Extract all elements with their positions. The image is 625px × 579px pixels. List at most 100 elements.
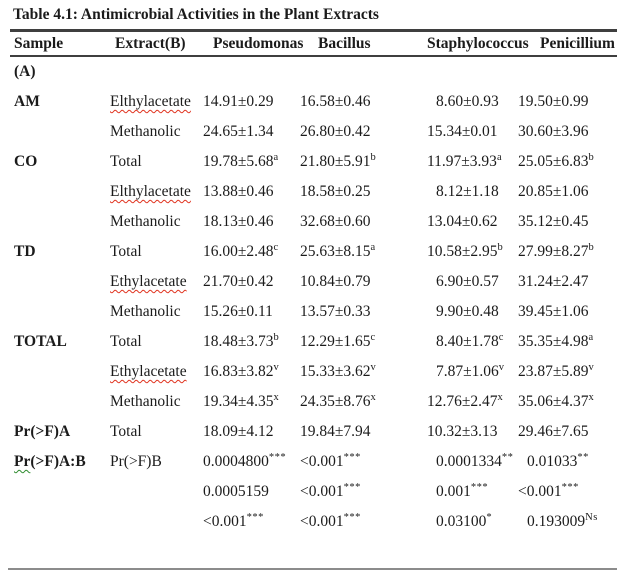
value: 26.80±0.42 <box>300 123 371 140</box>
value: 15.33±3.62 <box>300 363 371 380</box>
value: 0.0001334 <box>436 453 502 470</box>
extract-label: Total <box>110 153 142 170</box>
cell-penicillium: 0.01033** <box>516 452 617 471</box>
cell-extract: Methanolic <box>106 393 199 411</box>
cell-staphylococcus: 10.58±2.95b <box>421 242 516 261</box>
table-row: Methanolic 19.34±4.35 x 24.35±8.76x 12.76… <box>10 387 617 417</box>
superscript: v <box>273 362 280 373</box>
cell-staphylococcus: 10.32±3.13 <box>421 423 516 441</box>
table-row: Methanolic 18.13±0.46 32.68±0.60 13.04±0… <box>10 207 617 237</box>
sample-label: (>F)A:B <box>30 453 86 470</box>
cell-bacillus: 15.33±3.62v <box>296 362 421 381</box>
cell-staphylococcus: 7.87±1.06v <box>421 362 516 381</box>
table-row: Ethylacetate 16.83±3.82v 15.33±3.62v 7.8… <box>10 357 617 387</box>
value: 0.001 <box>436 483 471 500</box>
table-row: 0.0005159 <0.001*** 0.001*** <0.001*** <box>10 477 617 507</box>
value: 21.80±5.91 <box>300 153 371 170</box>
value: 0.193009 <box>527 513 586 530</box>
table-row: Methanolic 24.65±1.34 26.80±0.42 15.34±0… <box>10 117 617 147</box>
column-header-sample: Sample <box>14 34 64 52</box>
value: 15.34±0.01 <box>427 123 498 140</box>
superscript: a <box>496 152 503 163</box>
value: 19.34±4.35 <box>203 393 274 410</box>
value: 29.46±7.65 <box>518 423 589 440</box>
cell-extract: Total <box>106 423 199 441</box>
value: 27.99±8.27 <box>518 243 589 260</box>
value: 18.09±4.12 <box>203 423 274 440</box>
cell-pseudomonas: 16.00±2.48c <box>199 242 296 261</box>
column-header-bacillus: Bacillus <box>318 34 371 52</box>
value: 35.06±4.37 <box>518 393 589 410</box>
cell-penicillium: <0.001*** <box>516 482 617 501</box>
value: 18.48±3.73 <box>203 333 274 350</box>
cell-bacillus: 10.84±0.79 <box>296 273 421 291</box>
value: <0.001 <box>300 483 344 500</box>
superscript: * <box>486 512 493 523</box>
cell-bacillus: 21.80±5.91b <box>296 152 421 171</box>
value: 35.12±0.45 <box>518 213 589 230</box>
extract-label: Methanolic <box>110 303 181 320</box>
extract-label: Total <box>110 333 142 350</box>
sample-label: TOTAL <box>14 333 67 350</box>
table-row: Elthylacetate 13.88±0.46 18.58±0.25 8.12… <box>10 177 617 207</box>
value: 8.12±1.18 <box>436 183 499 200</box>
cell-sample: (A) <box>10 63 106 81</box>
value: 25.63±8.15 <box>300 243 371 260</box>
table-body: (A) AM Elthylacetate 14.91±0.29 16.58±0.… <box>10 57 617 537</box>
cell-bacillus: 24.35±8.76x <box>296 392 421 411</box>
cell-sample: Pr(>F)A <box>10 423 106 441</box>
cell-penicillium: 23.87±5.89v <box>516 362 617 381</box>
sample-label: CO <box>14 153 38 170</box>
value: 16.00±2.48 <box>203 243 274 260</box>
value: 14.91±0.29 <box>203 93 274 110</box>
value: 19.50±0.99 <box>518 93 589 110</box>
sample-label: (A) <box>14 63 36 80</box>
superscript: b <box>273 332 280 343</box>
superscript: x <box>370 392 377 403</box>
cell-staphylococcus: 11.97±3.93a <box>421 152 516 171</box>
cell-penicillium: 25.05±6.83b <box>516 152 617 171</box>
table-row: Pr(>F)A:B Pr(>F)B 0.0004800*** <0.001***… <box>10 447 617 477</box>
superscript: *** <box>343 512 361 523</box>
table-row: TOTAL Total 18.48±3.73b 12.29±1.65c 8.40… <box>10 327 617 357</box>
value: <0.001 <box>518 483 562 500</box>
cell-extract: Methanolic <box>106 213 199 231</box>
value: 10.58±2.95 <box>427 243 498 260</box>
value: 16.58±0.46 <box>300 93 371 110</box>
cell-extract: Ethylacetate <box>106 273 199 291</box>
table-row: CO Total 19.78±5.68 a 21.80±5.91b 11.97±3… <box>10 147 617 177</box>
value: 32.68±0.60 <box>300 213 371 230</box>
sample-label: Pr <box>14 453 31 470</box>
cell-pseudomonas: 18.13±0.46 <box>199 213 296 231</box>
cell-sample: AM <box>10 93 106 111</box>
superscript: x <box>497 392 504 403</box>
value: 11.97±3.93 <box>427 153 497 170</box>
superscript: a <box>370 242 376 253</box>
superscript: b <box>497 242 504 253</box>
cell-staphylococcus: 15.34±0.01 <box>421 123 516 141</box>
value: 9.90±0.48 <box>436 303 499 320</box>
cell-extract: Methanolic <box>106 303 199 321</box>
cell-staphylococcus: 8.12±1.18 <box>421 183 516 201</box>
column-header-extract: Extract(B) <box>115 34 186 52</box>
superscript: x <box>588 392 595 403</box>
cell-pseudomonas: 24.65±1.34 <box>199 123 296 141</box>
cell-staphylococcus: 6.90±0.57 <box>421 273 516 291</box>
value: 23.87±5.89 <box>518 363 589 380</box>
cell-staphylococcus: 0.0001334** <box>421 452 516 471</box>
value: 19.78±5.68 <box>203 153 274 170</box>
cell-pseudomonas: 18.48±3.73b <box>199 332 296 351</box>
column-header-pseudomonas: Pseudomonas <box>213 34 304 52</box>
cell-penicillium: 35.06±4.37x <box>516 392 617 411</box>
table-bottom-border <box>8 568 617 570</box>
value: 12.76±2.47 <box>427 393 498 410</box>
sample-label: AM <box>14 93 40 110</box>
cell-extract: Total <box>106 243 199 261</box>
cell-bacillus: 19.84±7.94 <box>296 423 421 441</box>
cell-pseudomonas: 15.26±0.11 <box>199 303 296 321</box>
value: 10.32±3.13 <box>427 423 498 440</box>
value: 10.84±0.79 <box>300 273 371 290</box>
value: 18.58±0.25 <box>300 183 371 200</box>
value: 21.70±0.42 <box>203 273 274 290</box>
value: 8.40±1.78 <box>436 333 499 350</box>
